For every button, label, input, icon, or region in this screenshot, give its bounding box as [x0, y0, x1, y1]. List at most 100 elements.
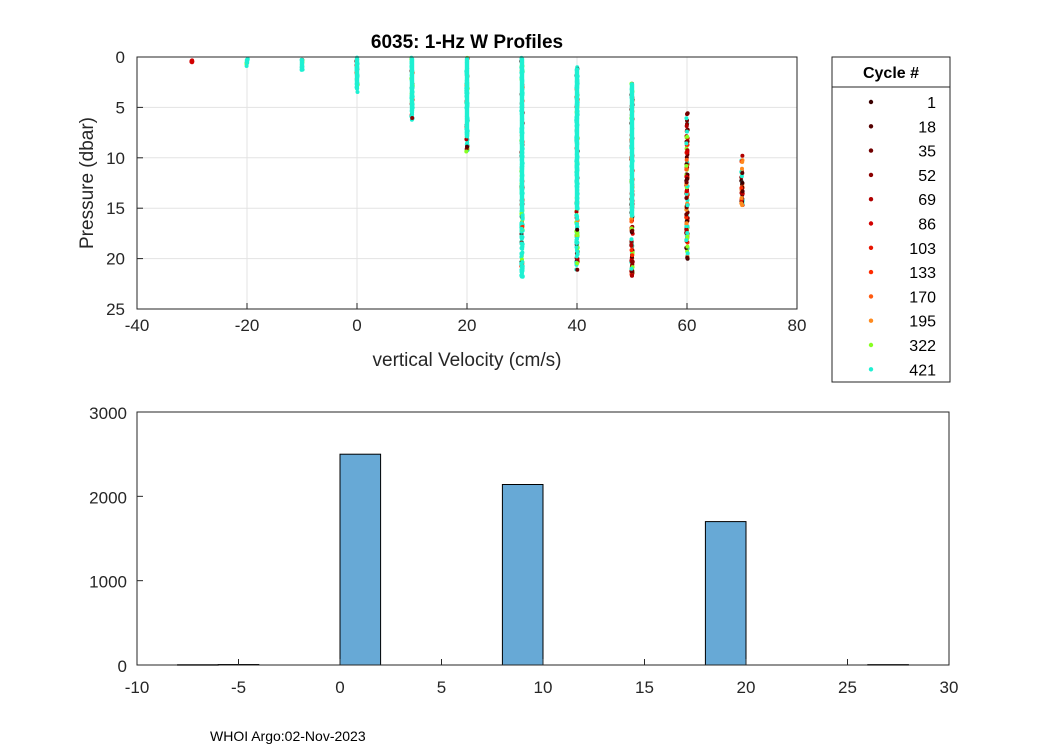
scatter-point-cluster — [354, 57, 360, 87]
scatter-y-tick-label: 20 — [106, 250, 125, 269]
scatter-point — [629, 219, 634, 224]
scatter-point — [630, 253, 635, 258]
scatter-point — [685, 111, 690, 116]
scatter-point — [520, 214, 525, 219]
legend-marker — [868, 318, 874, 323]
legend-label: 421 — [909, 362, 936, 379]
scatter-point-cluster — [464, 57, 470, 139]
scatter-x-tick-label: 0 — [352, 316, 361, 335]
scatter-x-tick-label: 40 — [568, 316, 587, 335]
histogram-x-tick-label: 5 — [437, 678, 446, 697]
scatter-point — [574, 241, 579, 245]
scatter-point — [520, 246, 525, 251]
legend-label: 103 — [909, 241, 936, 258]
scatter-point — [629, 248, 634, 253]
scatter-point — [685, 129, 689, 134]
histogram-bar — [339, 453, 382, 666]
scatter-point — [629, 269, 634, 274]
scatter-y-tick-label: 5 — [116, 98, 125, 117]
scatter-point — [684, 215, 689, 220]
scatter-point — [630, 228, 635, 233]
legend-marker — [868, 99, 874, 105]
scatter-point — [685, 176, 690, 181]
scatter-x-tick-label: 80 — [788, 316, 807, 335]
scatter-point — [520, 269, 525, 274]
scatter-point — [410, 116, 415, 120]
legend-items: 1 18 35 52 69 86 103 133 170 195 322 421 — [868, 95, 936, 379]
scatter-point — [740, 166, 744, 171]
histogram-x-tick-label: -10 — [125, 678, 150, 697]
scatter-point — [740, 180, 745, 185]
legend-marker — [868, 342, 874, 348]
scatter-y-label: Pressure (dbar) — [77, 117, 98, 249]
histogram-bar — [501, 484, 544, 666]
scatter-point — [740, 153, 745, 158]
scatter-point — [574, 222, 579, 226]
footer-text: WHOI Argo:02-Nov-2023 — [210, 728, 366, 744]
legend-label: 18 — [918, 119, 936, 136]
histogram-bar — [704, 521, 747, 666]
histogram-y-tick-label: 2000 — [89, 488, 127, 507]
scatter-point — [684, 212, 689, 217]
scatter-point — [244, 64, 249, 68]
scatter-point — [684, 221, 689, 226]
scatter-point — [685, 203, 690, 208]
scatter-panel: -40 -20 0 20 40 60 80 0 5 10 15 20 25 6035: 1-Hz W … — [77, 32, 806, 371]
scatter-point — [574, 209, 579, 214]
scatter-point — [355, 90, 360, 94]
scatter-point-cluster — [244, 58, 250, 65]
scatter-point-cluster — [574, 67, 580, 211]
scatter-point — [575, 214, 580, 219]
legend-marker — [868, 294, 874, 299]
histogram-y-tick-label: 0 — [118, 657, 127, 676]
scatter-y-tick-label: 10 — [106, 149, 125, 168]
scatter-point — [684, 167, 689, 172]
scatter-point — [575, 227, 580, 232]
scatter-point — [685, 251, 690, 256]
legend-label: 69 — [918, 192, 936, 209]
legend-label: 1 — [927, 95, 936, 112]
scatter-point-cluster — [299, 58, 305, 70]
scatter-point — [685, 244, 690, 249]
scatter-point — [684, 164, 689, 168]
scatter-x-ticks: -40 -20 0 20 40 60 80 — [125, 303, 807, 335]
scatter-point — [685, 255, 690, 260]
scatter-point — [684, 180, 689, 185]
scatter-points — [189, 55, 745, 279]
scatter-point — [575, 236, 580, 241]
scatter-point — [519, 251, 524, 256]
legend-marker — [868, 269, 874, 275]
scatter-y-ticks: 0 5 10 15 20 25 — [106, 48, 143, 319]
scatter-point — [684, 157, 689, 162]
scatter-point — [519, 234, 524, 239]
legend-title: Cycle # — [863, 65, 919, 82]
legend: Cycle # 1 18 35 52 69 86 103 133 170 195 322 421 — [831, 56, 951, 383]
scatter-point — [684, 224, 689, 229]
histogram-y-tick-label: 3000 — [89, 404, 127, 423]
scatter-point — [684, 189, 689, 194]
legend-marker — [868, 124, 874, 129]
legend-marker — [868, 245, 874, 250]
scatter-point — [574, 254, 579, 259]
legend-marker — [868, 367, 874, 372]
scatter-y-tick-label: 15 — [106, 199, 125, 218]
scatter-point — [740, 189, 745, 194]
scatter-point — [519, 241, 524, 246]
scatter-point — [410, 112, 415, 117]
histogram-y-tick-label: 1000 — [89, 573, 127, 592]
legend-marker — [868, 148, 874, 153]
scatter-x-label: vertical Velocity (cm/s) — [373, 350, 562, 371]
scatter-point — [574, 245, 579, 250]
scatter-point — [684, 141, 689, 146]
scatter-point — [685, 134, 690, 139]
scatter-point-cluster — [409, 57, 415, 113]
scatter-x-tick-label: -20 — [235, 316, 260, 335]
scatter-point-cluster — [629, 82, 635, 218]
scatter-point — [575, 261, 580, 266]
scatter-point — [520, 264, 525, 269]
scatter-point — [739, 186, 744, 190]
scatter-point — [685, 150, 690, 155]
scatter-point — [464, 149, 469, 154]
histogram-x-tick-label: 20 — [737, 678, 756, 697]
